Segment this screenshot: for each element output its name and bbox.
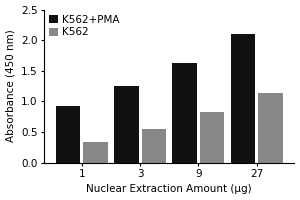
Bar [83, 142, 108, 163]
Bar [258, 93, 283, 163]
Bar [114, 86, 139, 163]
X-axis label: Nuclear Extraction Amount (μg): Nuclear Extraction Amount (μg) [86, 184, 252, 194]
Y-axis label: Absorbance (450 nm): Absorbance (450 nm) [6, 30, 16, 142]
Bar [172, 63, 197, 163]
Bar [56, 106, 80, 163]
Bar [142, 129, 166, 163]
Legend: K562+PMA, K562: K562+PMA, K562 [47, 13, 121, 39]
Bar [231, 34, 255, 163]
Bar [200, 112, 224, 163]
